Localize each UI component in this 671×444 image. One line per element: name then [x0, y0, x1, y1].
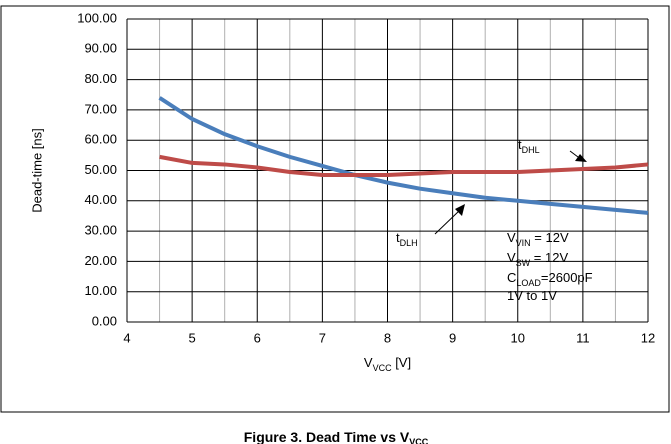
text-part: V — [507, 250, 516, 265]
text-part: [V] — [392, 355, 412, 370]
y-tick-label: 20.00 — [84, 253, 117, 268]
rich-text: CLOAD=2600pF — [507, 270, 593, 288]
series-line — [159, 154, 649, 178]
y-axis-label: Dead-time [ns] — [29, 128, 44, 213]
y-tick-label: 90.00 — [84, 41, 117, 56]
rich-text: VVIN = 12V — [507, 230, 569, 248]
rich-text: tDHL — [518, 137, 540, 155]
y-tick-label: 70.00 — [84, 101, 117, 116]
y-tick-label: 80.00 — [84, 71, 117, 86]
text-part: Figure 3. Dead Time vs V — [244, 429, 410, 444]
y-tick-label: 60.00 — [84, 132, 117, 147]
x-tick-label: 7 — [319, 330, 326, 345]
text-part: t — [396, 230, 400, 245]
subscript: VCC — [409, 437, 429, 444]
frame — [0, 5, 670, 413]
y-tick-label: 10.00 — [84, 283, 117, 298]
x-tick-label: 9 — [449, 330, 456, 345]
x-tick-label: 4 — [123, 330, 130, 345]
rich-text: Figure 3. Dead Time vs VVCC — [244, 429, 429, 444]
arrow-line — [434, 209, 461, 235]
x-tick-label: 6 — [254, 330, 261, 345]
x-tick-label: 12 — [641, 330, 655, 345]
y-tick-label: 100.00 — [77, 10, 117, 25]
text-part: = 12V — [530, 250, 568, 265]
subscript: VCC — [373, 363, 393, 373]
subscript: DLH — [400, 238, 418, 248]
text-part: V — [364, 355, 373, 370]
x-tick-label: 8 — [384, 330, 391, 345]
subscript: DHL — [522, 145, 540, 155]
rich-text: tDLH — [396, 230, 418, 248]
rich-text: VVCC [V] — [364, 355, 411, 373]
y-tick-label: 50.00 — [84, 162, 117, 177]
arrow-head — [575, 154, 587, 162]
rich-text: VSW = 12V — [507, 250, 568, 268]
series-line — [158, 96, 649, 215]
subscript: SW — [516, 258, 531, 268]
y-tick-label: 0.00 — [92, 313, 117, 328]
x-tick-label: 10 — [511, 330, 525, 345]
rich-text: 1V to 1V — [507, 288, 557, 303]
y-tick-label: 30.00 — [84, 223, 117, 238]
text-part: V — [507, 230, 516, 245]
text-part: = 12V — [531, 230, 569, 245]
text-part: C — [507, 270, 516, 285]
x-tick-label: 5 — [189, 330, 196, 345]
x-tick-label: 11 — [576, 330, 590, 345]
text-part: t — [518, 137, 522, 152]
text-part: =2600pF — [541, 270, 593, 285]
arrow-head — [455, 204, 465, 216]
y-tick-label: 40.00 — [84, 192, 117, 207]
subscript: VIN — [516, 238, 531, 248]
subscript: LOAD — [516, 278, 541, 288]
text-part: 1V to 1V — [507, 288, 557, 303]
